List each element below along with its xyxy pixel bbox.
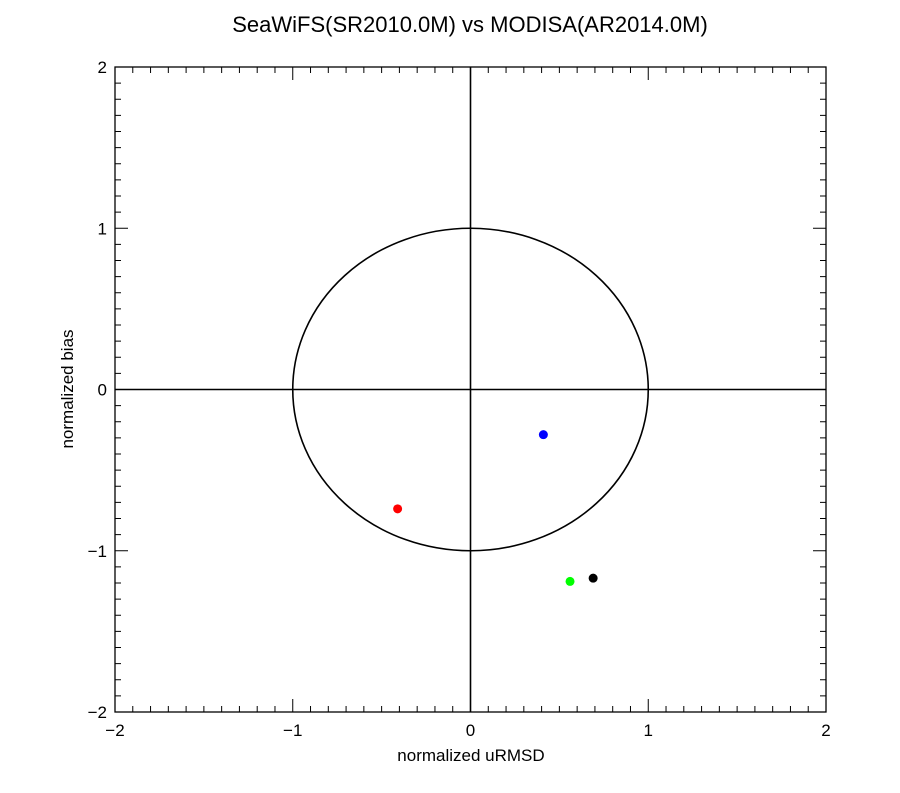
y-tick-label: −2	[88, 703, 107, 722]
x-tick-label: 1	[644, 721, 653, 740]
y-tick-label: −1	[88, 542, 107, 561]
unit-reference-circle	[291, 227, 650, 552]
y-tick-label: 0	[98, 381, 107, 400]
y-tick-label: 1	[98, 219, 107, 238]
data-point	[538, 430, 548, 440]
data-point	[588, 573, 598, 583]
data-point	[393, 504, 403, 514]
y-tick-label: 2	[98, 58, 107, 77]
chart-title: SeaWiFS(SR2010.0M) vs MODISA(AR2014.0M)	[232, 12, 708, 37]
x-tick-label: 0	[466, 721, 475, 740]
plot-area: −2 −1 0 1 2 −2 −1 0 1 2	[88, 58, 831, 740]
x-tick-label: −1	[283, 721, 302, 740]
x-tick-label: −2	[105, 721, 124, 740]
data-point	[565, 576, 575, 586]
y-axis-label: normalized bias	[58, 329, 77, 448]
x-tick-label: 2	[821, 721, 830, 740]
x-axis-label: normalized uRMSD	[397, 746, 544, 765]
